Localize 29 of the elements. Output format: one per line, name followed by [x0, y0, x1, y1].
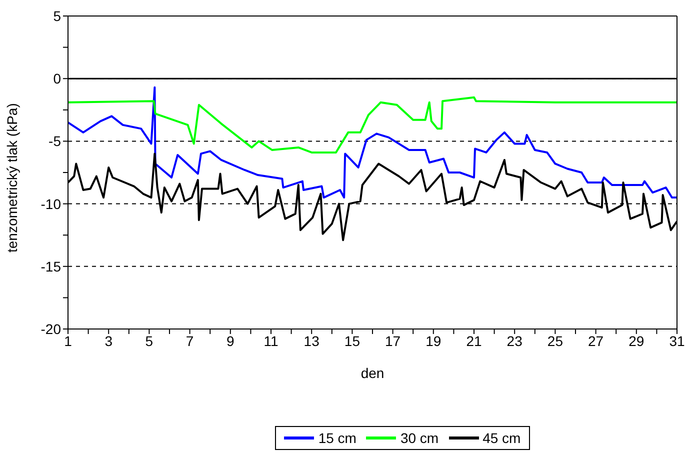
- legend-label: 15 cm: [318, 430, 356, 446]
- x-tick-label: 15: [344, 332, 360, 349]
- x-tick-label: 13: [304, 332, 320, 349]
- line-series: [68, 86, 677, 199]
- legend-label: 45 cm: [482, 430, 521, 446]
- x-tick-label: 31: [669, 332, 685, 349]
- x-tick-label: 19: [426, 332, 442, 349]
- y-axis-title: tenzometrický tlak (kPa): [4, 103, 20, 252]
- x-tick-label: 29: [628, 332, 644, 349]
- y-tick-label: -15: [40, 258, 62, 274]
- x-tick-label: 3: [104, 332, 113, 349]
- x-tick-label: 1: [64, 332, 72, 349]
- x-tick-label: 9: [226, 332, 234, 349]
- x-tick-label: 7: [186, 332, 194, 349]
- x-tick-label: 11: [264, 332, 278, 349]
- x-tick-label: 27: [588, 332, 604, 349]
- legend-label: 30 cm: [400, 430, 439, 446]
- line-series: [68, 96, 677, 154]
- y-tick-label: -20: [40, 320, 62, 337]
- y-tick-label: -5: [48, 133, 62, 150]
- x-tick-label: 23: [506, 332, 523, 349]
- x-tick-label: 5: [145, 332, 154, 349]
- x-axis-title: den: [360, 365, 384, 381]
- y-tick-label: 0: [53, 70, 62, 87]
- x-tick-label: 17: [385, 332, 401, 349]
- x-tick-label: 21: [466, 332, 482, 349]
- x-tick-label: 25: [547, 332, 564, 349]
- y-tick-label: -10: [40, 196, 62, 212]
- y-tick-label: 5: [53, 8, 62, 24]
